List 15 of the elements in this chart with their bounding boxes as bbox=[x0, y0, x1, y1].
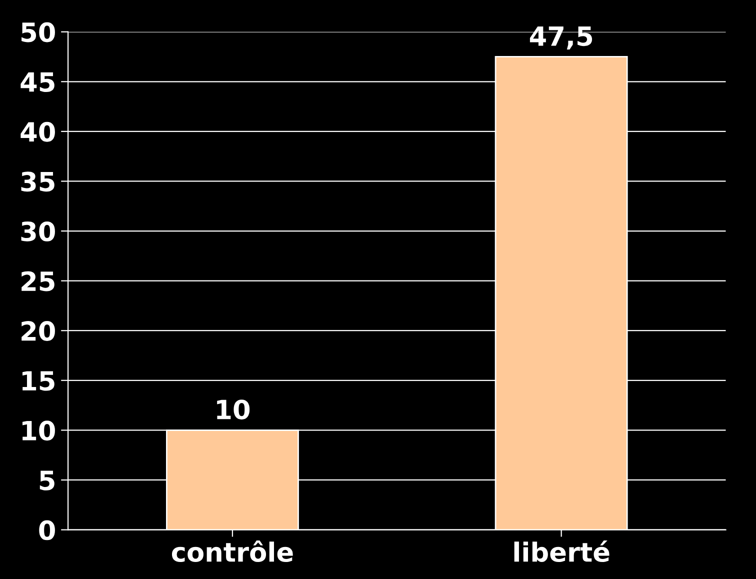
y-tick-label: 5 bbox=[40, 470, 54, 490]
y-tick-label: 10 bbox=[22, 420, 55, 441]
x-tick-label: contrôle bbox=[172, 540, 293, 562]
y-tick-label: 30 bbox=[21, 221, 55, 242]
y-tick-label: 0 bbox=[39, 520, 55, 540]
y-tick-label: 45 bbox=[20, 72, 54, 92]
y-tick-label: 50 bbox=[22, 22, 55, 42]
y-tick-label: 15 bbox=[22, 371, 54, 391]
y-tick-label: 25 bbox=[22, 271, 54, 292]
y-tick-label: 40 bbox=[20, 122, 55, 142]
x-tick-label: liberté bbox=[514, 540, 610, 562]
data-label: 10 bbox=[217, 400, 250, 420]
data-label: 47,5 bbox=[530, 26, 592, 50]
y-tick-label: 20 bbox=[22, 321, 55, 342]
y-tick-label: 35 bbox=[21, 172, 54, 192]
